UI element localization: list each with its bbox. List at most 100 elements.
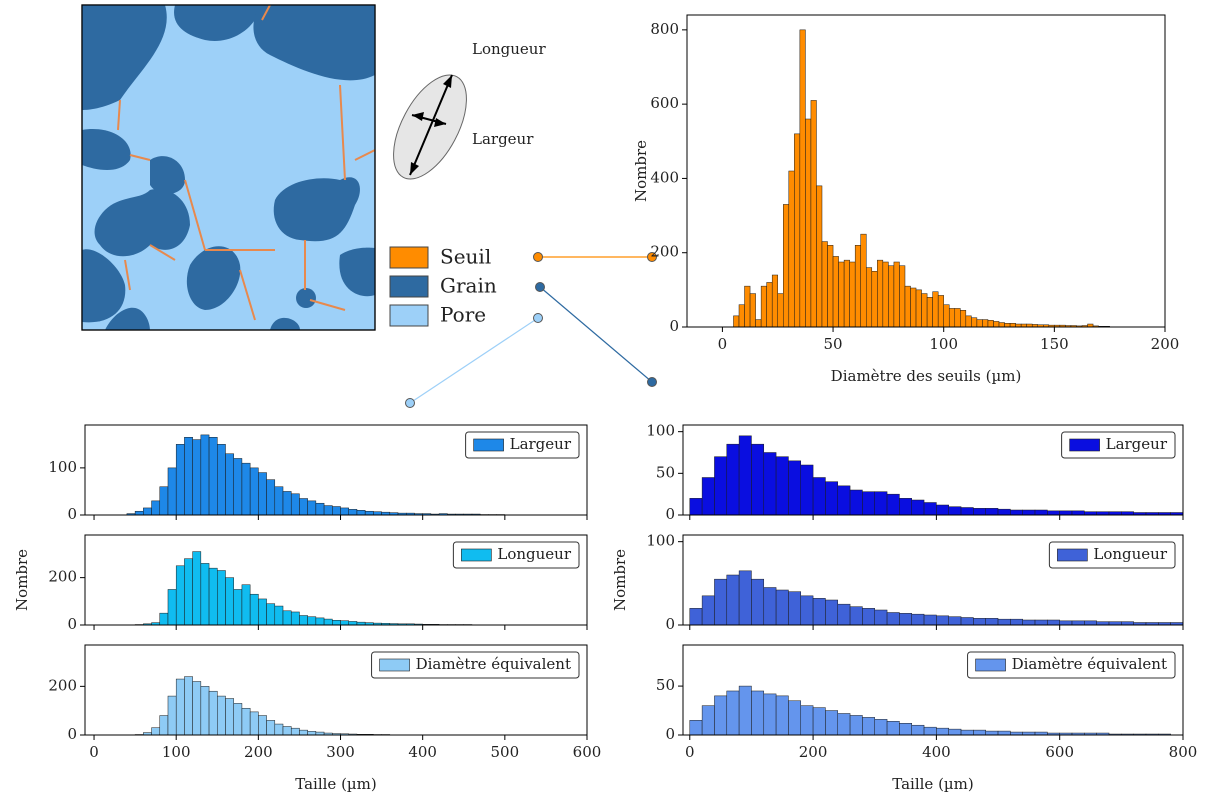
histogram-bar: [910, 287, 917, 328]
histogram-bar: [985, 730, 999, 736]
plot-frame: [84, 424, 588, 516]
histogram-bar: [805, 118, 812, 328]
histogram-bar: [274, 605, 284, 626]
histogram-bar: [751, 578, 765, 626]
y-tick-label: 100: [646, 422, 675, 440]
histogram-bar: [763, 587, 777, 626]
histogram-bar: [258, 598, 267, 626]
histogram-bar: [233, 589, 243, 626]
x-tick-label: 50: [824, 335, 843, 353]
histogram-bar: [192, 551, 202, 626]
histogram-bar: [1022, 509, 1036, 516]
legend: Diamètre équivalent: [967, 651, 1176, 679]
histogram-bar: [993, 321, 1000, 328]
legend-box: [465, 431, 580, 459]
histogram-bar: [1010, 509, 1023, 516]
histogram-bar: [151, 727, 161, 736]
legend-label: Longueur: [1093, 545, 1167, 563]
histogram-bar: [882, 261, 889, 328]
histogram-bar: [689, 608, 703, 626]
histogram-bar: [340, 507, 349, 516]
histogram-bar: [874, 609, 888, 626]
histogram-bar: [714, 578, 728, 626]
y-tick-label: 50: [656, 676, 675, 694]
histogram-bar: [749, 293, 756, 328]
y-tick-label: 800: [650, 20, 679, 38]
histogram-bar: [948, 728, 962, 736]
histogram-bar: [923, 614, 937, 626]
histogram-bar: [788, 460, 802, 516]
histogram-bar: [911, 499, 925, 516]
histogram-bar: [976, 319, 983, 328]
histogram-bar: [987, 320, 994, 328]
legend-swatch: [389, 246, 429, 269]
histogram-bar: [1071, 620, 1085, 626]
ellipse-label: Longueur: [472, 40, 546, 58]
histogram-bar: [738, 304, 745, 328]
ellipse-label: Largeur: [472, 130, 534, 148]
x-tick-label: 600: [1045, 743, 1074, 761]
histogram-bar: [775, 589, 789, 626]
histogram-bar: [217, 695, 226, 736]
histogram-bar: [936, 504, 949, 516]
histogram-bar: [217, 444, 226, 516]
histogram-bar: [701, 595, 715, 626]
histogram-bar: [886, 493, 900, 516]
histogram-bar: [200, 434, 210, 516]
y-tick-label: 0: [665, 725, 675, 743]
histogram-bar: [744, 285, 751, 328]
histogram-bar: [1004, 323, 1011, 328]
legend-label: Largeur: [510, 435, 572, 453]
histogram-bar: [175, 678, 185, 736]
legend-box: [371, 651, 580, 679]
microstructure: [81, 4, 376, 331]
histogram-bar: [948, 616, 962, 626]
histogram-bar: [1047, 510, 1060, 516]
histogram-bar: [838, 261, 845, 328]
histogram-bar: [775, 456, 789, 516]
histogram-bar: [1034, 509, 1048, 516]
legend: Diamètre équivalent: [371, 651, 580, 679]
histogram-bar: [821, 241, 828, 328]
ellipse-diagram: Longueur Largeur: [393, 40, 546, 180]
histogram-bar: [936, 727, 949, 736]
histogram-bar: [184, 437, 193, 516]
histogram-bar: [167, 467, 177, 516]
histogram-bar: [315, 617, 325, 626]
histogram-bar: [714, 456, 728, 516]
x-tick-label: 150: [1040, 335, 1069, 353]
histogram-bar: [208, 437, 218, 516]
histogram-bar: [971, 317, 978, 328]
y-tick-label: 0: [67, 725, 77, 743]
histogram-bar: [323, 618, 333, 626]
legend-swatch: [1057, 548, 1088, 562]
histogram-bar: [960, 507, 974, 516]
histogram-bar: [923, 726, 937, 736]
y-tick-label: 100: [48, 458, 77, 476]
histogram-bar: [899, 498, 912, 516]
histogram-bar: [985, 508, 999, 516]
histogram-bar: [151, 500, 161, 516]
histogram-bar: [738, 685, 752, 736]
histogram-bar: [777, 293, 784, 328]
histogram-bar: [175, 565, 185, 626]
histogram-bar: [1059, 510, 1073, 516]
histogram-bar: [932, 291, 939, 328]
histogram-bar: [299, 729, 308, 736]
x-tick-label: 200: [244, 743, 273, 761]
histogram-bar: [1022, 619, 1036, 626]
y-axis-label: Nombre: [13, 549, 31, 611]
histogram-bar: [788, 170, 795, 328]
histogram-bar: [290, 493, 300, 516]
legend-box: [1061, 431, 1176, 459]
histogram-bar: [899, 613, 912, 626]
histogram-bar: [332, 620, 341, 626]
histogram-bar: [192, 439, 202, 516]
histogram-bar: [184, 558, 193, 626]
histogram-bar: [862, 491, 875, 516]
histogram-bar: [800, 595, 814, 626]
x-tick-label: 500: [491, 743, 520, 761]
legend-swatch: [1069, 438, 1100, 452]
y-tick-label: 400: [650, 168, 679, 186]
histogram-bar: [982, 319, 989, 328]
